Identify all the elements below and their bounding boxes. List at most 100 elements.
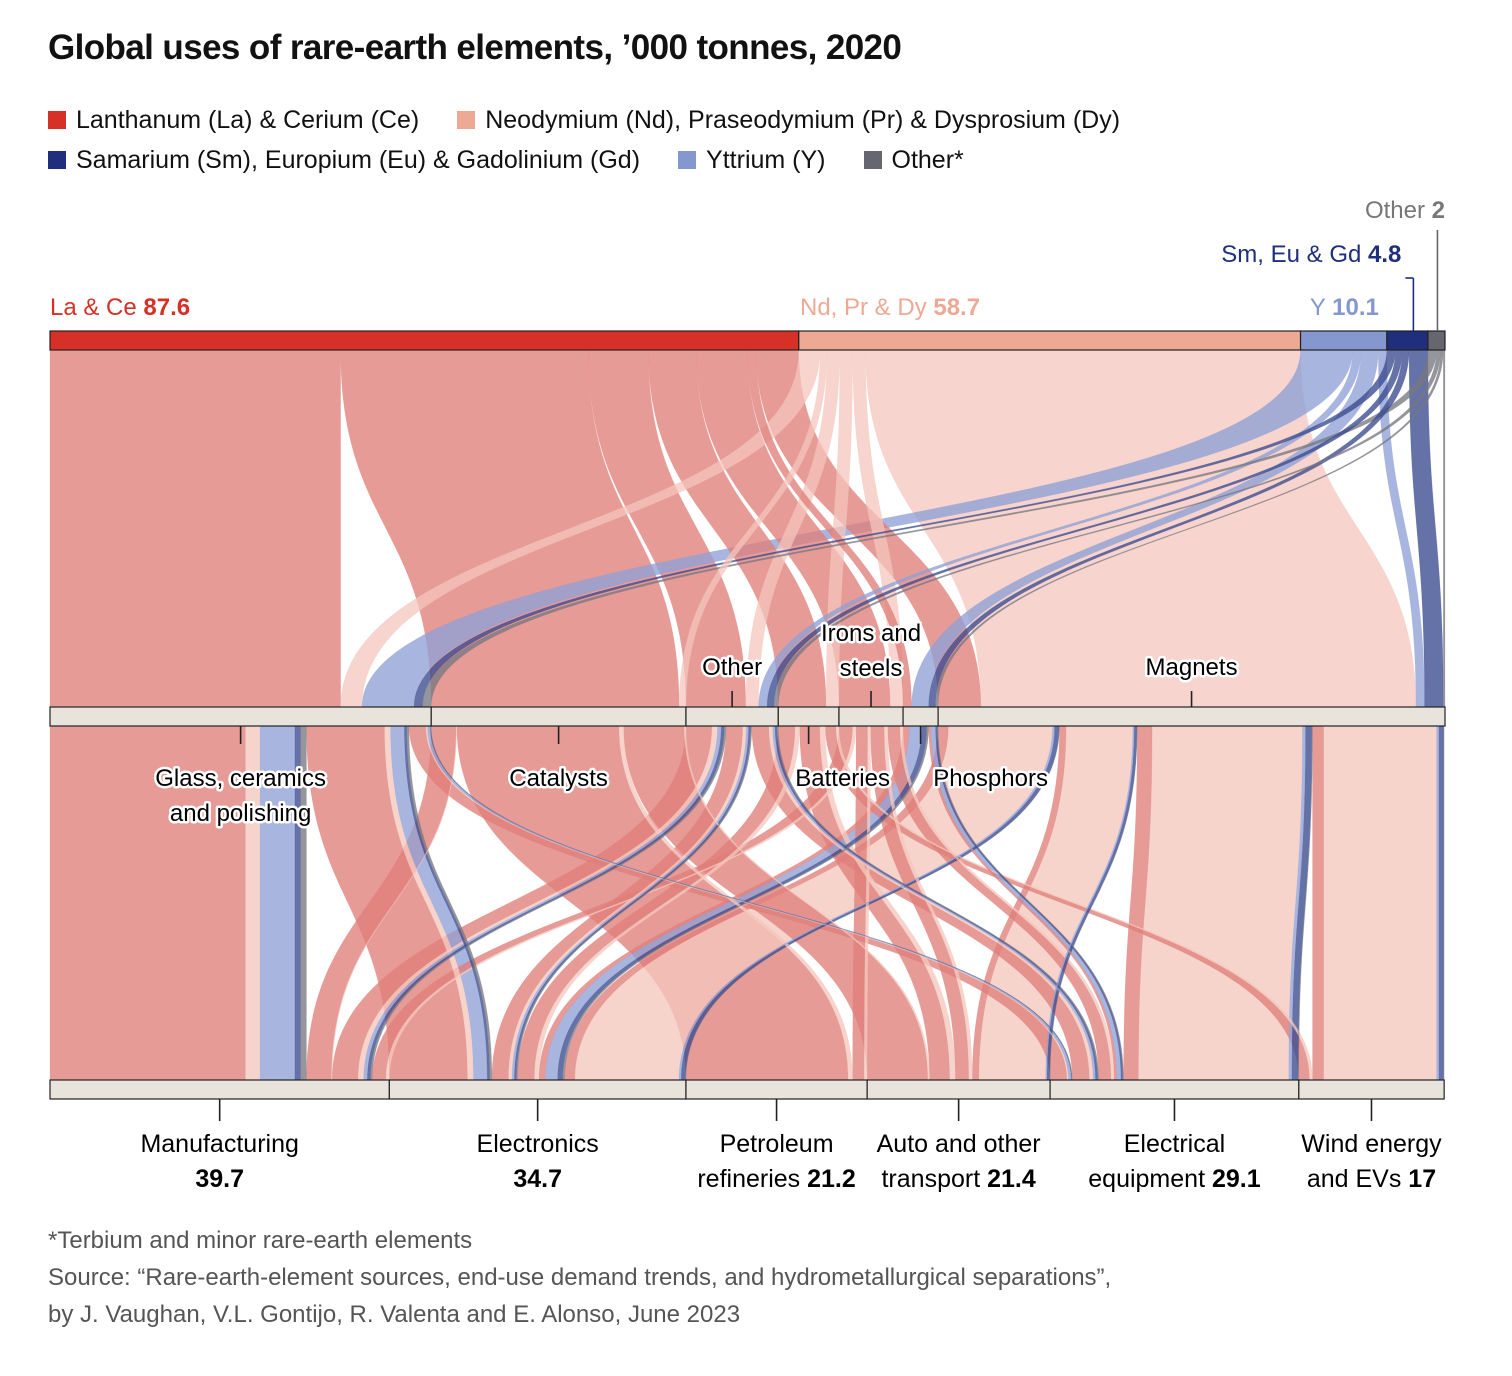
source-bar-y bbox=[1299, 330, 1388, 351]
source-line-1: Source: “Rare-earth-element sources, end… bbox=[48, 1264, 1112, 1291]
end-label-text: transport bbox=[881, 1165, 987, 1193]
legend: Lanthanum (La) & Cerium (Ce) Neodymium (… bbox=[48, 100, 1348, 180]
end-label-text: Auto and other bbox=[877, 1130, 1041, 1158]
footnote: *Terbium and minor rare-earth elements bbox=[48, 1227, 473, 1254]
sankey-chart: La & Ce 87.6 Nd, Pr & Dy 58.7 Y 10.1 Sm, Eu… bbox=[49, 197, 1446, 1193]
application-bar-batteries bbox=[777, 706, 840, 727]
source-line-2: by J. Vaughan, V.L. Gontijo, R. Valenta … bbox=[48, 1301, 741, 1328]
application-label-catalysts: Catalysts bbox=[509, 765, 608, 792]
source-label-y: Y 10.1 bbox=[1310, 294, 1379, 321]
source-bar-ndprdy bbox=[798, 330, 1302, 351]
app-label-text: and polishing bbox=[170, 800, 311, 827]
legend-row-2: Samarium (Sm), Europium (Eu) & Gadoliniu… bbox=[48, 140, 1348, 180]
end-use-label-wind: Wind energy bbox=[1301, 1130, 1442, 1158]
chart-title: Global uses of rare-earth elements, ’000… bbox=[48, 28, 902, 67]
end-use-bar-manufacturing bbox=[49, 1079, 390, 1100]
app-label-text: Batteries bbox=[795, 765, 890, 792]
source-bar-other bbox=[1427, 330, 1446, 351]
end-label-text: equipment bbox=[1088, 1165, 1212, 1193]
bars-layer bbox=[49, 330, 1446, 1100]
source-value: 4.8 bbox=[1368, 241, 1401, 268]
end-use-label-electronics: Electronics bbox=[477, 1130, 599, 1158]
source-label-ndprdy: Nd, Pr & Dy 58.7 bbox=[800, 294, 980, 321]
application-label-irons: Irons and bbox=[821, 620, 921, 647]
source-label-other: Other 2 bbox=[1365, 197, 1445, 224]
application-bar-phosphors bbox=[902, 706, 939, 727]
end-label-text: Electrical bbox=[1124, 1130, 1225, 1158]
end-value: 29.1 bbox=[1212, 1165, 1261, 1193]
application-bar-irons bbox=[838, 706, 904, 727]
legend-item-nd-pr-dy: Neodymium (Nd), Praseodymium (Pr) & Dysp… bbox=[457, 100, 1120, 140]
source-name: Sm, Eu & Gd bbox=[1221, 241, 1368, 268]
end-use-bar-electrical bbox=[1049, 1079, 1300, 1100]
labels-layer: La & Ce 87.6 Nd, Pr & Dy 58.7 Y 10.1 Sm, Eu… bbox=[50, 197, 1445, 1193]
application-label-batteries: Batteries bbox=[795, 765, 890, 792]
end-use-value-manufacturing: 39.7 bbox=[195, 1165, 244, 1193]
application-label-glass: and polishing bbox=[170, 800, 311, 827]
legend-item-yttrium: Yttrium (Y) bbox=[678, 140, 826, 180]
end-label-text: Wind energy bbox=[1301, 1130, 1442, 1158]
flow-y-magnets-to-wind bbox=[1436, 725, 1440, 1081]
legend-swatch bbox=[48, 151, 66, 169]
legend-swatch bbox=[457, 111, 476, 129]
source-name: Other bbox=[1365, 197, 1432, 224]
legend-item-sm-eu-gd: Samarium (Sm), Europium (Eu) & Gadoliniu… bbox=[48, 140, 640, 180]
end-use-bar-electronics bbox=[388, 1079, 687, 1100]
legend-label: Samarium (Sm), Europium (Eu) & Gadoliniu… bbox=[76, 146, 641, 174]
flow-ndprdy-magnets-to-electrical bbox=[1138, 725, 1303, 1081]
application-label-magnets: Magnets bbox=[1146, 654, 1238, 681]
end-label-text: Petroleum bbox=[720, 1130, 834, 1158]
end-label-text: and EVs bbox=[1307, 1165, 1408, 1193]
app-label-text: steels bbox=[840, 655, 903, 682]
end-label-text: Manufacturing bbox=[140, 1130, 298, 1158]
flow-ndprdy-magnets-to-wind bbox=[1323, 725, 1437, 1081]
application-label-irons: steels bbox=[840, 655, 903, 682]
flow-lace-magnets-to-wind bbox=[1312, 725, 1324, 1081]
app-label-text: Irons and bbox=[821, 620, 921, 647]
source-name: La & Ce bbox=[50, 294, 143, 321]
end-value: 21.2 bbox=[807, 1165, 856, 1193]
legend-swatch bbox=[48, 111, 66, 129]
source-bar-lace bbox=[49, 330, 800, 351]
end-label-text: Electronics bbox=[477, 1130, 599, 1158]
end-label-text: refineries bbox=[697, 1165, 807, 1193]
source-bar-smeugd bbox=[1386, 330, 1429, 351]
end-value: 34.7 bbox=[513, 1165, 562, 1193]
footer: *Terbium and minor rare-earth elements S… bbox=[48, 1222, 1448, 1333]
application-label-other_app: Other bbox=[702, 654, 762, 681]
legend-row-1: Lanthanum (La) & Cerium (Ce) Neodymium (… bbox=[48, 100, 1348, 140]
application-label-phosphors: Phosphors bbox=[933, 765, 1048, 792]
legend-label: Yttrium (Y) bbox=[706, 146, 826, 174]
source-name: Y bbox=[1310, 294, 1332, 321]
flow-other-to-magnets bbox=[1442, 349, 1446, 708]
source-value: 2 bbox=[1432, 197, 1445, 224]
legend-label: Lanthanum (La) & Cerium (Ce) bbox=[76, 106, 420, 134]
end-use-bar-auto bbox=[866, 1079, 1051, 1100]
end-use-bar-wind bbox=[1298, 1079, 1445, 1100]
flow-smeugd-magnets-to-wind bbox=[1438, 725, 1445, 1081]
source-value: 87.6 bbox=[143, 294, 190, 321]
end-use-value-wind: and EVs 17 bbox=[1307, 1165, 1436, 1193]
source-value: 10.1 bbox=[1332, 294, 1379, 321]
source-name: Nd, Pr & Dy bbox=[800, 294, 933, 321]
end-use-label-electrical: Electrical bbox=[1124, 1130, 1225, 1158]
end-use-label-auto: Auto and other bbox=[877, 1130, 1041, 1158]
flows-layer bbox=[49, 349, 1446, 1081]
end-value: 17 bbox=[1408, 1165, 1436, 1193]
application-label-glass: Glass, ceramics bbox=[155, 765, 326, 792]
app-label-text: Other bbox=[702, 654, 762, 681]
app-label-text: Glass, ceramics bbox=[155, 765, 326, 792]
source-label-smeugd: Sm, Eu & Gd 4.8 bbox=[1221, 241, 1401, 268]
end-use-value-electrical: equipment 29.1 bbox=[1088, 1165, 1260, 1193]
application-bar-catalysts bbox=[430, 706, 687, 727]
end-use-label-petroleum: Petroleum bbox=[720, 1130, 834, 1158]
end-use-bar-petroleum bbox=[685, 1079, 868, 1100]
end-value: 21.4 bbox=[987, 1165, 1036, 1193]
source-value: 58.7 bbox=[933, 294, 980, 321]
end-use-value-auto: transport 21.4 bbox=[881, 1165, 1035, 1193]
app-label-text: Phosphors bbox=[933, 765, 1048, 792]
legend-swatch bbox=[863, 151, 882, 169]
source-label-lace: La & Ce 87.6 bbox=[50, 294, 190, 321]
legend-label: Other* bbox=[891, 146, 964, 174]
application-bar-other_app bbox=[685, 706, 779, 727]
